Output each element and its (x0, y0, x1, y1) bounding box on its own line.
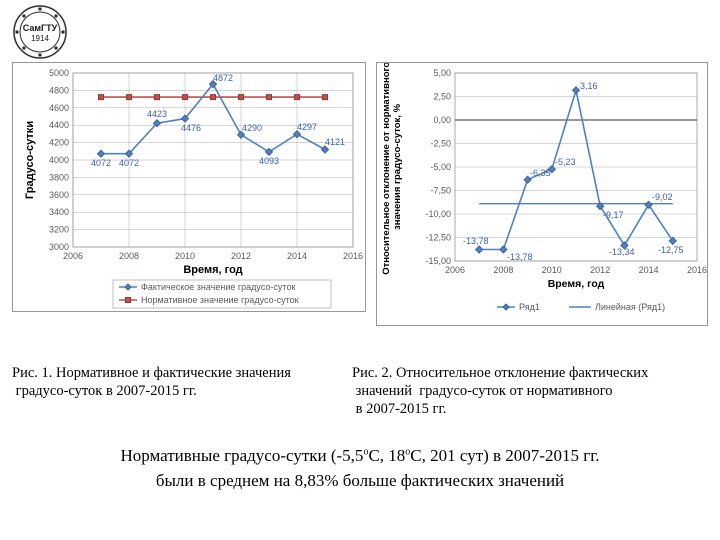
svg-text:-13,78: -13,78 (463, 236, 489, 246)
svg-text:-10,00: -10,00 (425, 209, 451, 219)
summary-text: Нормативные градусо-сутки (-5,5оС, 18оС,… (40, 444, 680, 493)
chart-left: 300032003400 360038004000 420044004600 4… (12, 62, 366, 312)
svg-text:2008: 2008 (119, 251, 139, 261)
svg-text:4072: 4072 (119, 158, 139, 168)
svg-text:0,00: 0,00 (433, 115, 451, 125)
svg-text:2012: 2012 (590, 265, 610, 275)
svg-text:4121: 4121 (325, 137, 345, 147)
svg-text:-6,35: -6,35 (530, 168, 551, 178)
svg-text:4800: 4800 (49, 85, 69, 95)
svg-text:5,00: 5,00 (433, 68, 451, 78)
university-logo: СамГТУ 1914 (12, 4, 68, 60)
svg-text:4476: 4476 (181, 123, 201, 133)
svg-text:-13,34: -13,34 (609, 247, 635, 257)
caption-fig2: Рис. 2. Относительное отклонение фактиче… (352, 364, 708, 418)
svg-text:3800: 3800 (49, 172, 69, 182)
svg-text:-5,23: -5,23 (555, 157, 576, 167)
svg-text:2,50: 2,50 (433, 92, 451, 102)
svg-text:СамГТУ: СамГТУ (23, 23, 58, 33)
svg-text:2016: 2016 (687, 265, 707, 275)
svg-text:4072: 4072 (91, 158, 111, 168)
svg-text:4000: 4000 (49, 155, 69, 165)
svg-text:2014: 2014 (639, 265, 659, 275)
charts-row: 300032003400 360038004000 420044004600 4… (12, 62, 708, 326)
chart-left-svg: 300032003400 360038004000 420044004600 4… (13, 63, 365, 311)
svg-text:3400: 3400 (49, 207, 69, 217)
svg-text:5000: 5000 (49, 68, 69, 78)
svg-text:2014: 2014 (287, 251, 307, 261)
svg-text:2010: 2010 (542, 265, 562, 275)
svg-text:Нормативное значение градусо-с: Нормативное значение градусо-суток (141, 295, 299, 305)
svg-text:4200: 4200 (49, 138, 69, 148)
chart-right-svg: -15,00-12,50-10,00 -7,50-5,00-2,50 0,002… (377, 63, 707, 325)
svg-text:4290: 4290 (242, 123, 262, 133)
svg-text:Время, год: Время, год (548, 278, 605, 290)
figure-captions: Рис. 1. Нормативное и фактические значен… (12, 364, 708, 418)
caption-fig1: Рис. 1. Нормативное и фактические значен… (12, 364, 344, 418)
svg-text:-7,50: -7,50 (430, 186, 451, 196)
svg-text:4600: 4600 (49, 103, 69, 113)
chart-right: -15,00-12,50-10,00 -7,50-5,00-2,50 0,002… (376, 62, 708, 326)
svg-text:Время, год: Время, год (183, 264, 242, 276)
svg-text:Ряд1: Ряд1 (519, 302, 540, 312)
svg-text:Относительное отклонение от но: Относительное отклонение от нормативного… (381, 63, 403, 275)
svg-text:4093: 4093 (259, 156, 279, 166)
svg-text:3,16: 3,16 (580, 81, 598, 91)
svg-text:-12,50: -12,50 (425, 233, 451, 243)
legend-left: Фактическое значение градусо-суток Норма… (119, 282, 299, 305)
svg-text:-9,17: -9,17 (603, 210, 624, 220)
series-markers (476, 87, 677, 253)
svg-text:2006: 2006 (63, 251, 83, 261)
svg-text:2008: 2008 (493, 265, 513, 275)
svg-text:-2,50: -2,50 (430, 139, 451, 149)
legend-right: Ряд1 Линейная (Ряд1) (497, 302, 665, 312)
svg-text:2006: 2006 (445, 265, 465, 275)
svg-text:Градусо-сутки: Градусо-сутки (24, 121, 36, 199)
svg-text:3200: 3200 (49, 225, 69, 235)
svg-text:2010: 2010 (175, 251, 195, 261)
svg-text:4297: 4297 (297, 122, 317, 132)
svg-text:-13,78: -13,78 (507, 252, 533, 262)
svg-text:3600: 3600 (49, 190, 69, 200)
svg-text:-12,75: -12,75 (658, 245, 684, 255)
svg-text:2012: 2012 (231, 251, 251, 261)
svg-text:-9,02: -9,02 (652, 192, 673, 202)
svg-text:-5,00: -5,00 (430, 162, 451, 172)
series-line (479, 90, 673, 249)
svg-text:4400: 4400 (49, 120, 69, 130)
svg-text:2016: 2016 (343, 251, 363, 261)
svg-text:Фактическое значение градусо-с: Фактическое значение градусо-суток (141, 282, 295, 292)
svg-text:1914: 1914 (31, 34, 49, 43)
svg-text:Линейная (Ряд1): Линейная (Ряд1) (595, 302, 665, 312)
svg-text:4872: 4872 (213, 73, 233, 83)
series-data-labels: -13,78 -13,78 -6,35 -5,23 3,16 -9,17 -13… (463, 81, 684, 262)
actual-markers (98, 81, 329, 158)
svg-text:4423: 4423 (147, 109, 167, 119)
